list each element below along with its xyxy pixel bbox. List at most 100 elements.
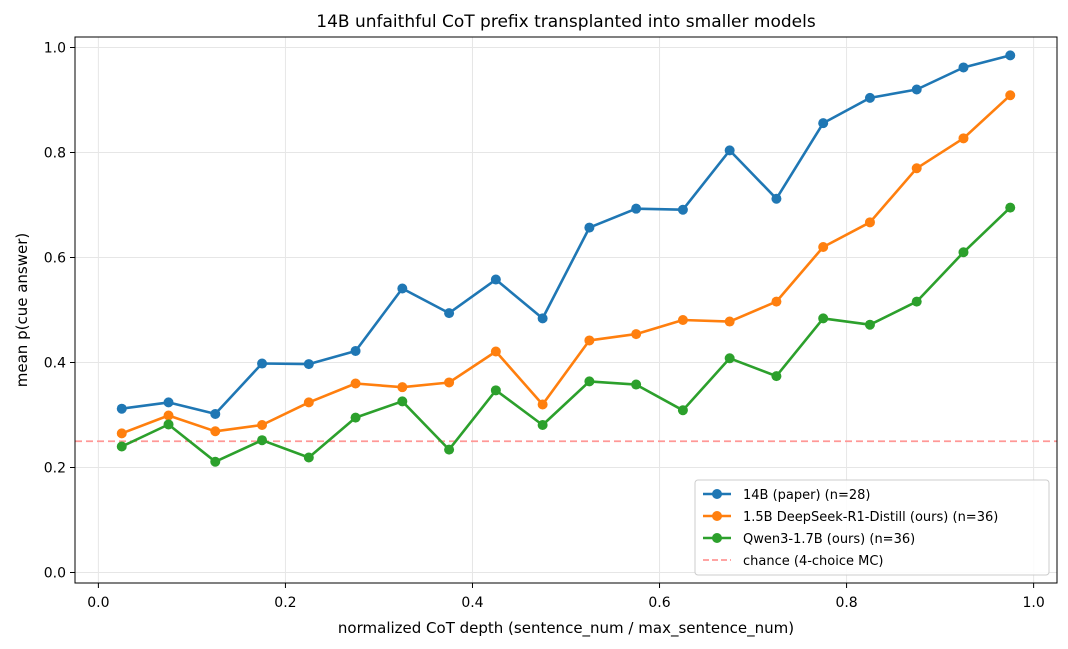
- data-point: [677, 204, 688, 215]
- data-point: [1005, 202, 1016, 213]
- x-tick-label: 1.0: [1022, 595, 1044, 611]
- data-point: [724, 145, 735, 156]
- data-point: [631, 379, 642, 390]
- y-tick-label: 0.4: [44, 356, 66, 372]
- legend-item: 1.5B DeepSeek-R1-Distill (ours) (n=36): [703, 510, 998, 525]
- data-point: [724, 353, 735, 364]
- data-point: [444, 377, 455, 388]
- series-line: [121, 94, 1012, 435]
- data-point: [584, 222, 595, 233]
- data-point: [490, 385, 501, 396]
- data-point: [864, 217, 875, 228]
- y-tick-label: 0.8: [44, 146, 66, 162]
- data-point: [631, 203, 642, 214]
- legend-item: Qwen3-1.7B (ours) (n=36): [703, 532, 915, 547]
- data-point: [724, 316, 735, 327]
- data-point: [771, 371, 782, 382]
- legend-marker-swatch: [712, 533, 722, 543]
- data-point: [584, 376, 595, 387]
- data-point: [116, 403, 127, 414]
- data-point: [537, 313, 548, 324]
- legend-box: [694, 479, 1050, 576]
- data-point: [490, 274, 501, 285]
- plot-frame: [74, 36, 1058, 584]
- legend-label: Qwen3-1.7B (ours) (n=36): [743, 532, 915, 547]
- data-point: [771, 296, 782, 307]
- legend-marker-swatch: [712, 511, 722, 521]
- data-point: [210, 456, 221, 467]
- series-1: [116, 50, 1016, 419]
- data-point: [864, 319, 875, 330]
- legend-item: chance (4-choice MC): [703, 554, 884, 569]
- data-point: [1005, 90, 1016, 101]
- data-point: [771, 193, 782, 204]
- chart-title: 14B unfaithful CoT prefix transplanted i…: [316, 12, 816, 32]
- legend-label: 1.5B DeepSeek-R1-Distill (ours) (n=36): [743, 510, 998, 525]
- data-point: [818, 242, 829, 252]
- x-tick-label: 0.6: [648, 595, 670, 611]
- data-point: [303, 397, 314, 408]
- x-axis-title: normalized CoT depth (sentence_num / max…: [338, 619, 794, 638]
- legend: 14B (paper) (n=28) 1.5B DeepSeek-R1-Disti…: [694, 479, 1050, 576]
- data-point: [537, 419, 548, 430]
- data-point: [818, 118, 829, 129]
- data-point: [257, 435, 268, 446]
- data-point: [584, 335, 595, 346]
- series-line: [121, 206, 1012, 464]
- data-point: [1005, 50, 1016, 61]
- data-point: [163, 419, 174, 430]
- data-point: [163, 410, 174, 421]
- data-point: [911, 296, 922, 307]
- legend-item: 14B (paper) (n=28): [703, 488, 871, 503]
- data-point: [911, 163, 922, 174]
- data-point: [116, 441, 127, 452]
- data-point: [350, 345, 361, 356]
- data-point: [350, 412, 361, 423]
- data-point: [210, 408, 221, 419]
- y-tick-label: 0.0: [44, 566, 66, 582]
- data-point: [444, 308, 455, 319]
- legend-label: chance (4-choice MC): [743, 554, 884, 569]
- legend-label: 14B (paper) (n=28): [743, 488, 871, 503]
- legend-marker-swatch: [712, 489, 722, 499]
- series-line: [121, 54, 1011, 416]
- data-point: [350, 378, 361, 389]
- data-point: [397, 283, 408, 294]
- data-point: [257, 358, 268, 369]
- data-point: [958, 247, 969, 258]
- data-point: [303, 452, 314, 463]
- series-3: [116, 202, 1016, 467]
- x-tick-label: 0.0: [87, 595, 109, 611]
- x-tick-label: 0.4: [461, 595, 483, 611]
- y-axis-title: mean p(cue answer): [13, 233, 31, 387]
- axis-ticks: 0.0 0.2 0.4 0.6 0.8 1.0 0.0 0.2 0.4 0.6 0.8 1.0: [44, 41, 1045, 612]
- data-point: [864, 92, 875, 103]
- data-point: [444, 444, 455, 455]
- data-point: [677, 405, 688, 416]
- data-point: [303, 359, 314, 370]
- data-point: [958, 133, 969, 144]
- series-2: [116, 90, 1016, 439]
- x-tick-label: 0.2: [274, 595, 296, 611]
- grid: [75, 37, 1057, 583]
- series-group: [116, 50, 1016, 467]
- data-point: [116, 428, 127, 439]
- data-point: [163, 397, 174, 408]
- data-point: [537, 399, 548, 410]
- data-point: [210, 426, 221, 437]
- y-tick-label: 1.0: [44, 41, 66, 57]
- y-tick-label: 0.6: [44, 251, 66, 267]
- data-point: [911, 84, 922, 95]
- data-point: [490, 346, 501, 357]
- data-point: [818, 313, 829, 324]
- data-point: [958, 62, 969, 73]
- y-tick-label: 0.2: [44, 461, 66, 477]
- data-point: [677, 314, 688, 325]
- data-point: [397, 382, 408, 393]
- x-tick-label: 0.8: [835, 595, 857, 611]
- data-point: [257, 419, 268, 430]
- data-point: [397, 396, 408, 407]
- data-point: [631, 329, 642, 340]
